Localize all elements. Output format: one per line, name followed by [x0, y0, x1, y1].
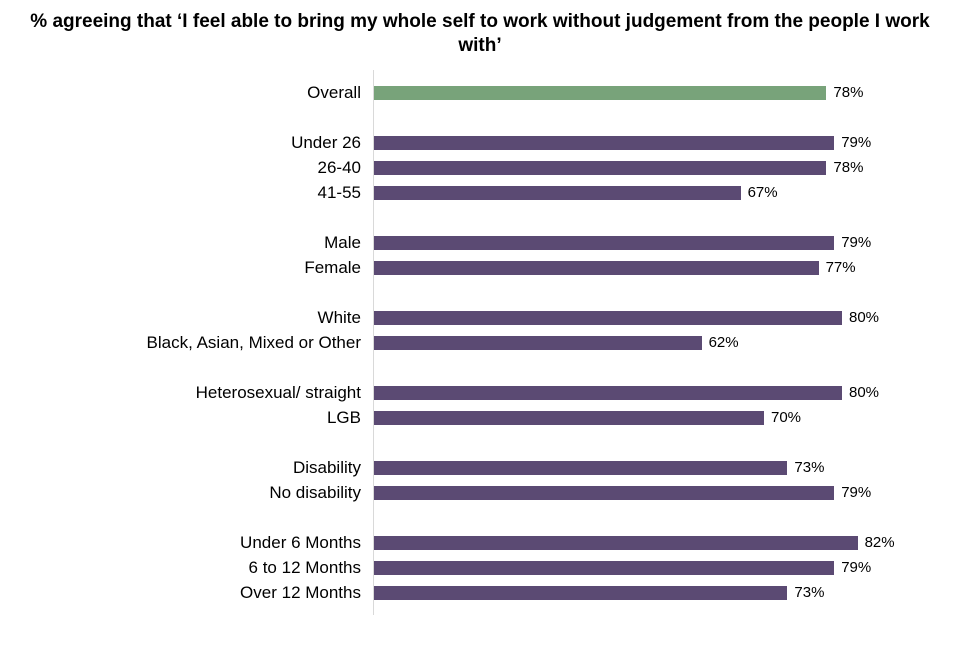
- category-label: Disability: [292, 457, 361, 477]
- bar: [374, 260, 819, 275]
- category-label: Female: [304, 257, 361, 277]
- bar: [374, 310, 842, 325]
- category-label: White: [317, 307, 361, 327]
- chart-title: % agreeing that ‘I feel able to bring my…: [30, 11, 930, 56]
- value-label: 80%: [849, 384, 880, 401]
- bar: [374, 160, 827, 175]
- category-label: Under 26: [291, 132, 361, 152]
- bar: [374, 410, 764, 425]
- category-label: No disability: [269, 482, 361, 502]
- bar-row: Heterosexual/ straight 80%: [0, 380, 960, 405]
- bar-row: 41-55 67%: [0, 180, 960, 205]
- survey-bar-chart: % agreeing that ‘I feel able to bring my…: [0, 10, 960, 615]
- bar: [374, 460, 788, 475]
- value-label: 73%: [794, 459, 825, 476]
- vertical-axis-line: [373, 70, 374, 615]
- bar: [374, 235, 835, 250]
- value-label: 78%: [833, 159, 864, 176]
- value-label: 82%: [864, 534, 895, 551]
- bar-row: White 80%: [0, 305, 960, 330]
- value-label: 79%: [841, 234, 872, 251]
- category-label: Heterosexual/ straight: [195, 382, 361, 402]
- bar-group: Under 6 Months 82% 6 to 12 Months 79% Ov…: [0, 530, 960, 605]
- value-label: 79%: [841, 134, 872, 151]
- bar-row: 6 to 12 Months 79%: [0, 555, 960, 580]
- bar: [374, 335, 702, 350]
- bar-row: Over 12 Months 73%: [0, 580, 960, 605]
- bar-row: Black, Asian, Mixed or Other 62%: [0, 330, 960, 355]
- value-label: 80%: [849, 309, 880, 326]
- bar: [374, 385, 842, 400]
- bar-row: LGB 70%: [0, 405, 960, 430]
- value-label: 67%: [747, 184, 778, 201]
- value-label: 78%: [833, 84, 864, 101]
- category-label: 6 to 12 Months: [248, 557, 361, 577]
- plot-area: Overall 78% Under 26 79% 26-40 78% 41-55…: [0, 70, 960, 615]
- bar-group: Under 26 79% 26-40 78% 41-55 67%: [0, 130, 960, 205]
- bar-row: Overall 78%: [0, 80, 960, 105]
- bar-row: Female 77%: [0, 255, 960, 280]
- overall-bar: [374, 85, 827, 100]
- bar-row: Disability 73%: [0, 455, 960, 480]
- bar-group: Heterosexual/ straight 80% LGB 70%: [0, 380, 960, 430]
- bar-row: Under 6 Months 82%: [0, 530, 960, 555]
- bar-group: Male 79% Female 77%: [0, 230, 960, 280]
- category-label: Under 6 Months: [240, 532, 361, 552]
- category-label: Over 12 Months: [240, 582, 361, 602]
- bar-row: 26-40 78%: [0, 155, 960, 180]
- bar: [374, 535, 858, 550]
- category-label: Male: [324, 232, 361, 252]
- value-label: 73%: [794, 584, 825, 601]
- bar-row: Male 79%: [0, 230, 960, 255]
- bar: [374, 585, 788, 600]
- category-label: 41-55: [317, 182, 361, 202]
- category-label: Black, Asian, Mixed or Other: [146, 332, 361, 352]
- bar-row: Under 26 79%: [0, 130, 960, 155]
- category-label: LGB: [326, 407, 361, 427]
- value-label: 77%: [825, 259, 856, 276]
- value-label: 79%: [841, 484, 872, 501]
- bar: [374, 560, 835, 575]
- value-label: 70%: [771, 409, 802, 426]
- bar-group: Overall 78%: [0, 80, 960, 105]
- value-label: 79%: [841, 559, 872, 576]
- category-label: 26-40: [317, 157, 361, 177]
- value-label: 62%: [708, 334, 739, 351]
- category-label: Overall: [307, 82, 361, 102]
- bar-group: Disability 73% No disability 79%: [0, 455, 960, 505]
- bar-row: No disability 79%: [0, 480, 960, 505]
- bar-group: White 80% Black, Asian, Mixed or Other 6…: [0, 305, 960, 355]
- bar: [374, 485, 835, 500]
- bar: [374, 135, 835, 150]
- bar: [374, 185, 741, 200]
